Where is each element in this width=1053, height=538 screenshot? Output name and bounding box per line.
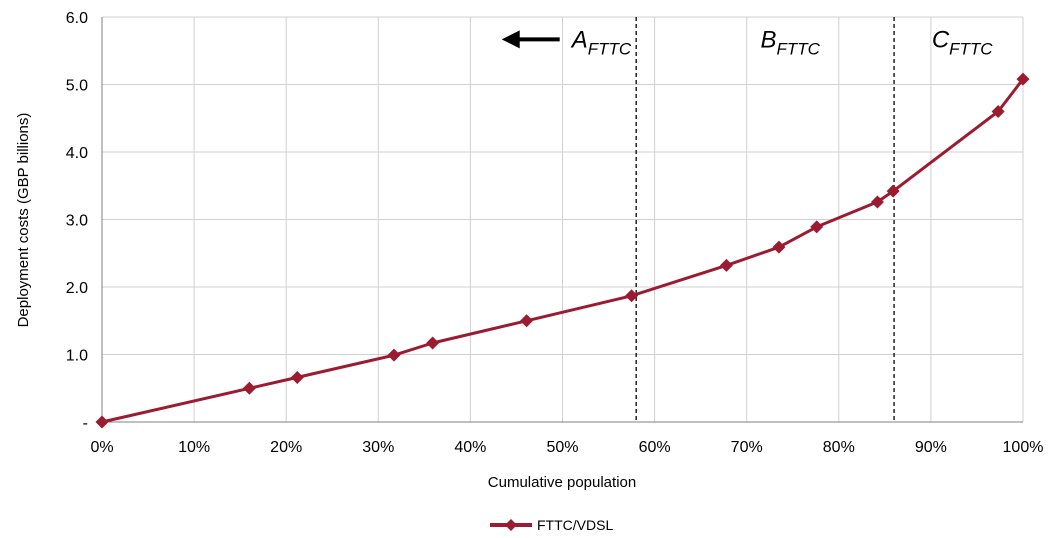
series-group (95, 72, 1030, 429)
y-tick-labels: - 1.0 2.0 3.0 4.0 5.0 6.0 (66, 10, 88, 432)
legend-label: FTTC/VDSL (537, 517, 613, 533)
data-point-0-12 (991, 105, 1005, 118)
y-axis-title: Deployment costs (GBP billions) (15, 113, 32, 328)
data-point-0-6 (625, 289, 639, 303)
x-tick-label-0: 0% (90, 439, 113, 456)
region-label-0: AFTTC (570, 26, 632, 58)
data-point-0-0 (95, 415, 109, 429)
x-tick-label-3: 30% (362, 439, 394, 456)
region-arrow-head-0 (501, 30, 520, 49)
data-point-0-10 (870, 195, 884, 209)
data-point-0-8 (772, 240, 786, 254)
x-tick-label-6: 60% (639, 439, 671, 456)
data-point-0-1 (242, 381, 256, 395)
x-tick-label-7: 70% (731, 439, 763, 456)
legend: FTTC/VDSL (490, 517, 613, 533)
y-tick-label-0: - (83, 415, 88, 432)
region-dividers (635, 17, 895, 422)
y-tick-label-5: 5.0 (66, 78, 88, 95)
data-point-0-2 (290, 370, 304, 384)
x-tick-label-2: 20% (270, 439, 302, 456)
y-tick-label-3: 3.0 (66, 213, 88, 230)
region-label-1: BFTTC (761, 26, 821, 58)
x-tick-label-5: 50% (546, 439, 578, 456)
region-label-2: CFTTC (932, 26, 993, 58)
grid-lines (102, 16, 1024, 422)
x-tick-label-4: 40% (454, 439, 486, 456)
data-point-0-13 (1016, 72, 1030, 86)
y-tick-label-4: 4.0 (66, 145, 88, 162)
region-annotations: AFTTC BFTTC CFTTC (501, 26, 993, 58)
data-point-0-3 (387, 348, 401, 362)
y-tick-label-6: 6.0 (66, 10, 88, 27)
x-tick-label-10: 100% (1003, 439, 1044, 456)
data-point-0-9 (810, 220, 824, 234)
legend-swatch-marker (505, 519, 517, 531)
y-tick-label-1: 1.0 (66, 348, 88, 365)
data-point-0-5 (520, 314, 534, 328)
x-axis-title: Cumulative population (488, 474, 636, 491)
data-point-0-11 (886, 184, 900, 198)
data-point-0-4 (426, 336, 440, 350)
x-tick-label-1: 10% (178, 439, 210, 456)
x-tick-label-9: 90% (915, 439, 947, 456)
data-point-0-7 (719, 258, 733, 272)
x-tick-labels: 0% 10% 20% 30% 40% 50% 60% 70% 80% 90% 100% (90, 439, 1043, 456)
x-tick-label-8: 80% (823, 439, 855, 456)
y-tick-label-2: 2.0 (66, 280, 88, 297)
